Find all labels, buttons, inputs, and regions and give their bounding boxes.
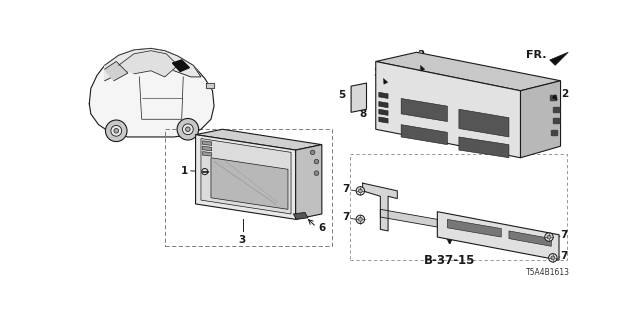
Polygon shape [379, 117, 388, 123]
Polygon shape [211, 158, 288, 209]
Bar [164, 129, 332, 246]
Polygon shape [105, 61, 128, 81]
Polygon shape [447, 219, 501, 237]
Polygon shape [105, 48, 201, 81]
Polygon shape [202, 152, 212, 156]
Circle shape [548, 254, 557, 262]
Polygon shape [363, 183, 397, 231]
Bar [349, 154, 566, 260]
Circle shape [314, 171, 319, 175]
Circle shape [186, 127, 190, 132]
Circle shape [551, 256, 555, 260]
Polygon shape [376, 61, 520, 158]
Polygon shape [118, 51, 178, 77]
Polygon shape [196, 135, 296, 219]
Polygon shape [202, 141, 212, 145]
Circle shape [356, 187, 365, 195]
Circle shape [358, 217, 362, 221]
Bar [550, 95, 556, 100]
Circle shape [547, 235, 551, 239]
Circle shape [114, 129, 118, 133]
Polygon shape [206, 83, 214, 88]
Circle shape [182, 124, 193, 135]
Polygon shape [201, 139, 291, 214]
Text: FR.: FR. [526, 50, 547, 60]
Bar [553, 118, 559, 123]
Polygon shape [459, 109, 509, 137]
Polygon shape [401, 124, 447, 145]
Polygon shape [196, 129, 322, 150]
Circle shape [106, 120, 127, 141]
Polygon shape [293, 212, 308, 219]
Polygon shape [552, 95, 557, 100]
Text: 2: 2 [373, 68, 380, 78]
Circle shape [358, 189, 362, 193]
Text: 7: 7 [342, 184, 349, 194]
Polygon shape [520, 81, 561, 158]
Polygon shape [459, 137, 509, 158]
Polygon shape [90, 48, 214, 137]
Text: 5: 5 [339, 90, 346, 100]
Circle shape [314, 159, 319, 164]
Text: 4: 4 [470, 81, 478, 91]
Polygon shape [401, 99, 447, 122]
Circle shape [310, 150, 315, 155]
Text: 7: 7 [561, 230, 568, 240]
Polygon shape [550, 52, 568, 65]
Text: 7: 7 [561, 251, 568, 260]
Polygon shape [420, 65, 425, 71]
Polygon shape [351, 83, 367, 112]
Text: 2: 2 [561, 89, 569, 99]
Polygon shape [509, 231, 551, 246]
Polygon shape [380, 209, 437, 227]
Text: B-37-15: B-37-15 [424, 254, 476, 267]
Text: 8: 8 [359, 109, 367, 119]
Polygon shape [376, 52, 561, 91]
Text: 7: 7 [342, 212, 349, 222]
Text: 2: 2 [417, 50, 424, 60]
Polygon shape [202, 146, 212, 151]
Text: 3: 3 [238, 235, 245, 245]
Polygon shape [172, 60, 189, 71]
Polygon shape [296, 145, 322, 219]
Circle shape [202, 169, 208, 175]
Text: 6: 6 [319, 223, 326, 233]
Polygon shape [379, 109, 388, 116]
Circle shape [545, 233, 553, 241]
Polygon shape [383, 78, 388, 84]
Text: T5A4B1613: T5A4B1613 [526, 268, 570, 277]
Circle shape [356, 215, 365, 224]
Circle shape [111, 125, 122, 136]
Polygon shape [437, 212, 559, 260]
Text: 1: 1 [180, 166, 188, 176]
Bar [551, 130, 557, 135]
Polygon shape [379, 101, 388, 108]
Polygon shape [379, 92, 388, 99]
Bar [553, 107, 559, 112]
Circle shape [177, 118, 198, 140]
